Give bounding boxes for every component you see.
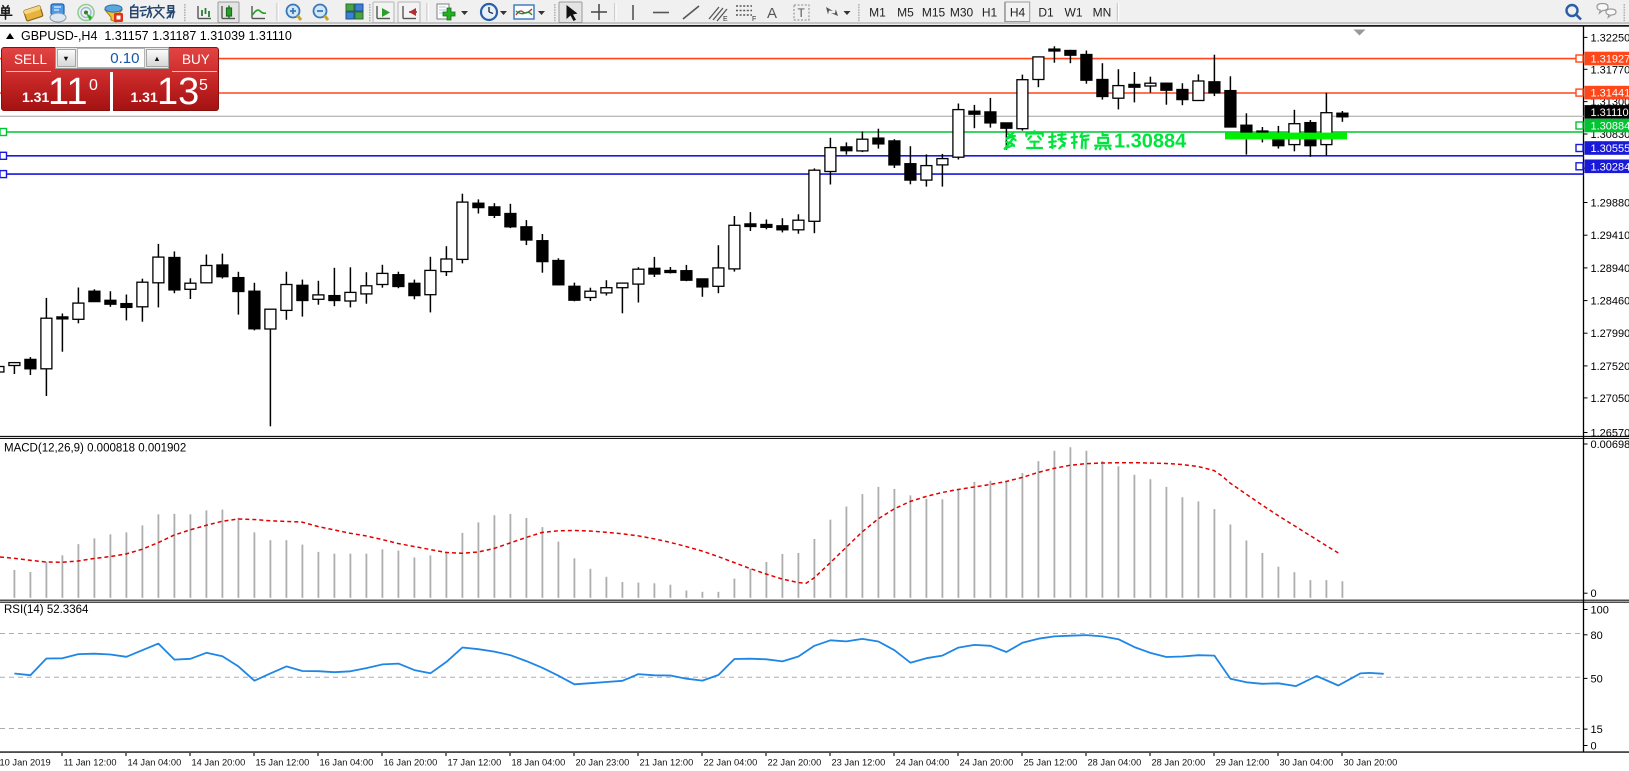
svg-text:E: E: [723, 16, 728, 23]
svg-text:10 Jan 2019: 10 Jan 2019: [0, 757, 51, 767]
svg-text:D1: D1: [1038, 6, 1054, 20]
svg-text:100: 100: [1591, 605, 1609, 617]
svg-text:RSI(14) 52.3364: RSI(14) 52.3364: [4, 604, 89, 616]
svg-text:0: 0: [1591, 588, 1597, 600]
svg-text:MN: MN: [1093, 6, 1112, 20]
svg-text:M1: M1: [869, 6, 886, 20]
svg-text:MACD(12,26,9) 0.000818 0.00190: MACD(12,26,9) 0.000818 0.001902: [4, 443, 186, 455]
svg-text:H4: H4: [1010, 6, 1026, 20]
svg-text:24 Jan 20:00: 24 Jan 20:00: [960, 757, 1014, 767]
svg-text:80: 80: [1591, 630, 1603, 642]
svg-text:50: 50: [1591, 673, 1603, 685]
svg-text:1.31927: 1.31927: [1591, 54, 1629, 66]
svg-text:17 Jan 12:00: 17 Jan 12:00: [448, 757, 502, 767]
svg-text:20 Jan 23:00: 20 Jan 23:00: [576, 757, 630, 767]
svg-text:11 Jan 12:00: 11 Jan 12:00: [64, 757, 117, 767]
svg-text:1.27520: 1.27520: [1591, 361, 1629, 373]
svg-text:1.26570: 1.26570: [1591, 428, 1629, 440]
svg-text:1.27050: 1.27050: [1591, 393, 1629, 405]
svg-text:1.31110: 1.31110: [1591, 107, 1629, 119]
svg-text:30 Jan 04:00: 30 Jan 04:00: [1280, 757, 1334, 767]
svg-text:23 Jan 12:00: 23 Jan 12:00: [832, 757, 886, 767]
svg-text:24 Jan 04:00: 24 Jan 04:00: [896, 757, 950, 767]
svg-text:16 Jan 20:00: 16 Jan 20:00: [384, 757, 438, 767]
svg-text:1.31770: 1.31770: [1591, 64, 1629, 76]
svg-text:M30: M30: [950, 6, 974, 20]
svg-text:0.00698: 0.00698: [1591, 439, 1629, 451]
svg-text:W1: W1: [1065, 6, 1083, 20]
svg-text:A: A: [767, 5, 777, 22]
svg-text:1.32250: 1.32250: [1591, 32, 1629, 44]
svg-text:1.28460: 1.28460: [1591, 296, 1629, 308]
svg-text:28 Jan 20:00: 28 Jan 20:00: [1152, 757, 1206, 767]
svg-text:22 Jan 04:00: 22 Jan 04:00: [704, 757, 758, 767]
svg-text:30 Jan 20:00: 30 Jan 20:00: [1344, 757, 1398, 767]
svg-text:18 Jan 04:00: 18 Jan 04:00: [512, 757, 566, 767]
svg-text:21 Jan 12:00: 21 Jan 12:00: [640, 757, 694, 767]
svg-text:1.28940: 1.28940: [1591, 263, 1629, 275]
svg-text:F: F: [752, 16, 756, 23]
svg-text:14 Jan 20:00: 14 Jan 20:00: [192, 757, 246, 767]
svg-text:15 Jan 12:00: 15 Jan 12:00: [256, 757, 310, 767]
svg-text:22 Jan 20:00: 22 Jan 20:00: [768, 757, 822, 767]
svg-text:M5: M5: [897, 6, 914, 20]
svg-text:29 Jan 12:00: 29 Jan 12:00: [1216, 757, 1270, 767]
svg-text:1.30555: 1.30555: [1591, 143, 1629, 155]
svg-text:1.30884: 1.30884: [1591, 121, 1629, 133]
svg-text:1.29410: 1.29410: [1591, 230, 1629, 242]
svg-text:1.27990: 1.27990: [1591, 328, 1629, 340]
svg-text:14 Jan 04:00: 14 Jan 04:00: [128, 757, 182, 767]
svg-text:T: T: [798, 6, 806, 20]
svg-text:16 Jan 04:00: 16 Jan 04:00: [320, 757, 374, 767]
svg-text:H1: H1: [982, 6, 998, 20]
svg-text:M15: M15: [922, 6, 946, 20]
svg-text:1.30284: 1.30284: [1591, 161, 1629, 173]
svg-text:25 Jan 12:00: 25 Jan 12:00: [1024, 757, 1078, 767]
svg-text:1.31441: 1.31441: [1591, 88, 1629, 100]
svg-text:0: 0: [1591, 741, 1597, 753]
svg-text:1.29880: 1.29880: [1591, 198, 1629, 210]
svg-text:15: 15: [1591, 724, 1603, 736]
svg-text:28 Jan 04:00: 28 Jan 04:00: [1088, 757, 1142, 767]
svg-text:1.30884: 1.30884: [1114, 131, 1187, 153]
